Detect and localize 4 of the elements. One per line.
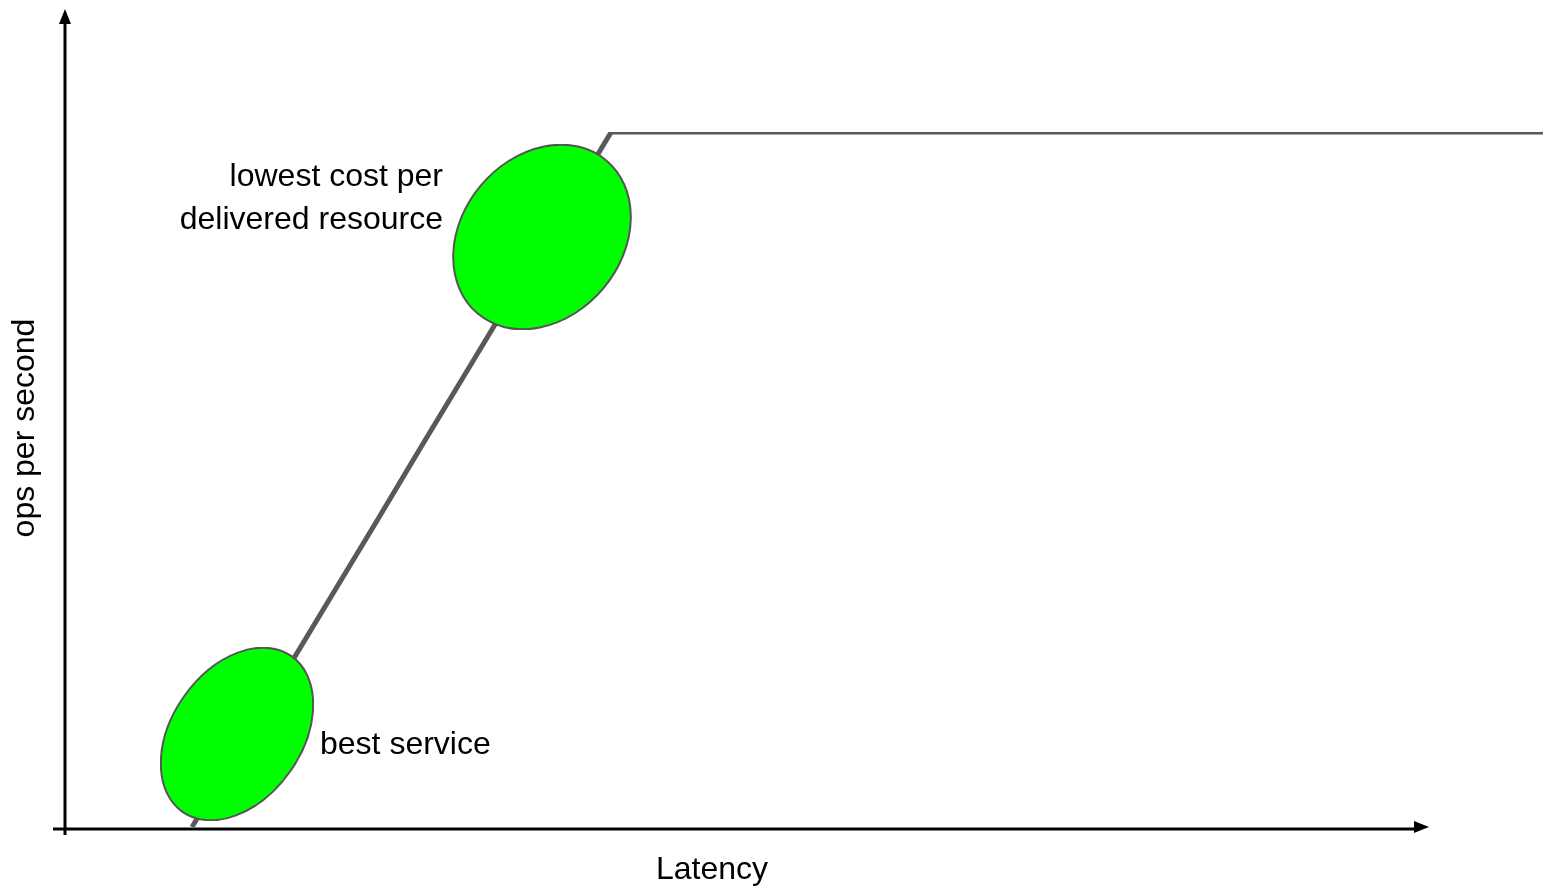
annotation: best service <box>320 724 491 761</box>
annotation: lowest cost per delivered resource <box>179 156 444 236</box>
x-axis-title: Latency <box>655 849 769 886</box>
y-axis-title: ops per second <box>4 318 41 538</box>
